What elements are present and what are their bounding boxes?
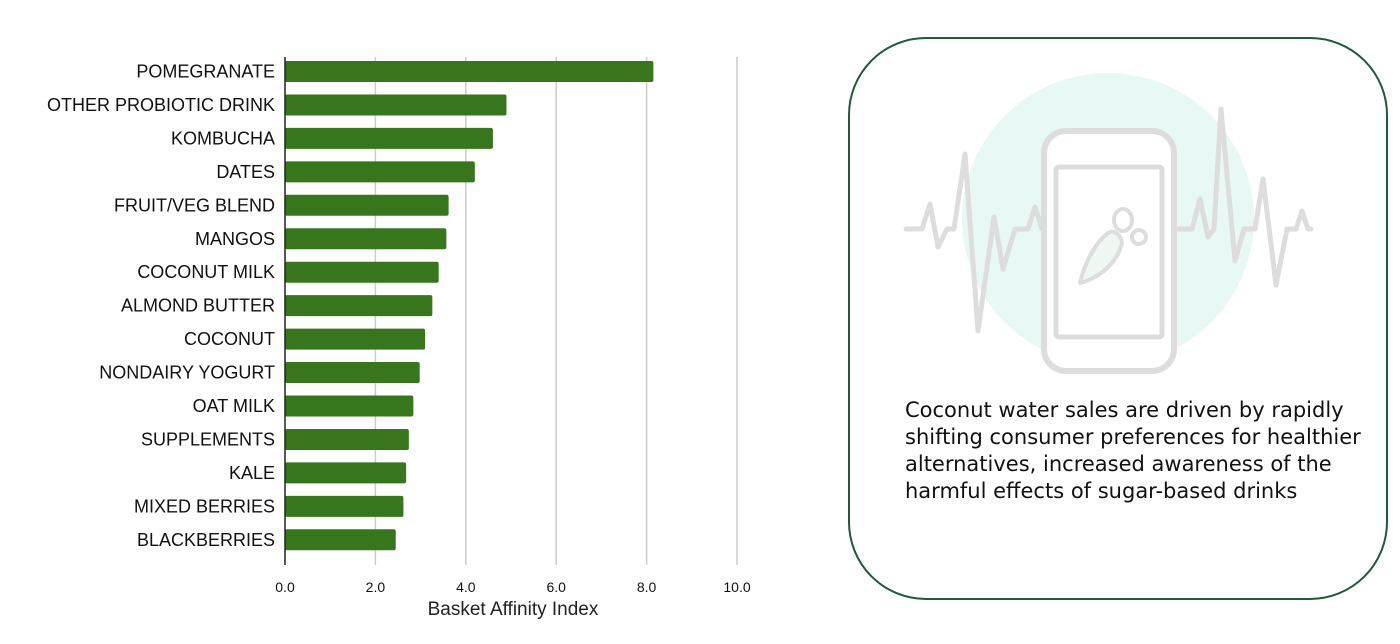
bars [285,61,654,551]
bar-oat-milk [285,395,414,417]
bar-coconut-milk [285,261,439,283]
bar-kale [285,462,407,484]
bar-mangos [285,228,447,250]
heartbeat-line-right [1175,106,1314,288]
bar-fruit-veg-blend [285,194,449,216]
x-tick-label: 4.0 [456,579,476,595]
heartbeat-line-left [903,151,1047,334]
category-label: OAT MILK [193,396,275,416]
insight-card: Coconut water sales are driven by rapidl… [848,37,1388,600]
bar-supplements [285,428,409,450]
bar-coconut [285,328,426,350]
category-label: FRUIT/VEG BLEND [114,195,275,215]
category-label: COCONUT [184,329,275,349]
x-tick-label: 10.0 [723,579,750,595]
category-label: KALE [229,463,275,483]
basket-affinity-bar-chart: POMEGRANATE OTHER PROBIOTIC DRINK KOMBUCHA… [47,57,751,620]
bar-kombucha [285,127,493,149]
bar-dates [285,161,475,183]
x-tick-label: 2.0 [366,579,386,595]
category-label: BLACKBERRIES [137,530,275,550]
x-tick-label: 8.0 [637,579,657,595]
category-label: POMEGRANATE [136,62,275,82]
x-tick-label: 0.0 [275,579,295,595]
bar-blackberries [285,529,396,551]
bar-nondairy-yogurt [285,362,420,384]
x-tick-labels: 0.0 2.0 4.0 6.0 8.0 10.0 [275,579,751,595]
category-label: MIXED BERRIES [134,496,275,516]
seed-icon [1130,228,1148,246]
category-labels: POMEGRANATE OTHER PROBIOTIC DRINK KOMBUCHA… [47,62,275,550]
bar-mixed-berries [285,495,404,517]
category-label: SUPPLEMENTS [141,429,275,449]
category-label: NONDAIRY YOGURT [99,363,275,383]
category-label: KOMBUCHA [171,128,275,148]
insight-text: Coconut water sales are driven by rapidl… [905,398,1361,503]
bar-other-probiotic-drink [285,94,507,116]
category-label: MANGOS [195,229,275,249]
category-label: DATES [216,162,275,182]
bar-almond-butter [285,295,433,317]
category-label: OTHER PROBIOTIC DRINK [47,95,275,115]
category-label: COCONUT MILK [137,262,275,282]
x-axis-title: Basket Affinity Index [428,599,599,620]
bar-pomegranate [285,61,654,82]
phone-heartbeat-carrot-icon [903,73,1314,374]
x-tick-label: 6.0 [546,579,566,595]
category-label: ALMOND BUTTER [121,296,275,316]
leaf-icon [1112,207,1134,233]
carrot-icon [1078,229,1124,285]
